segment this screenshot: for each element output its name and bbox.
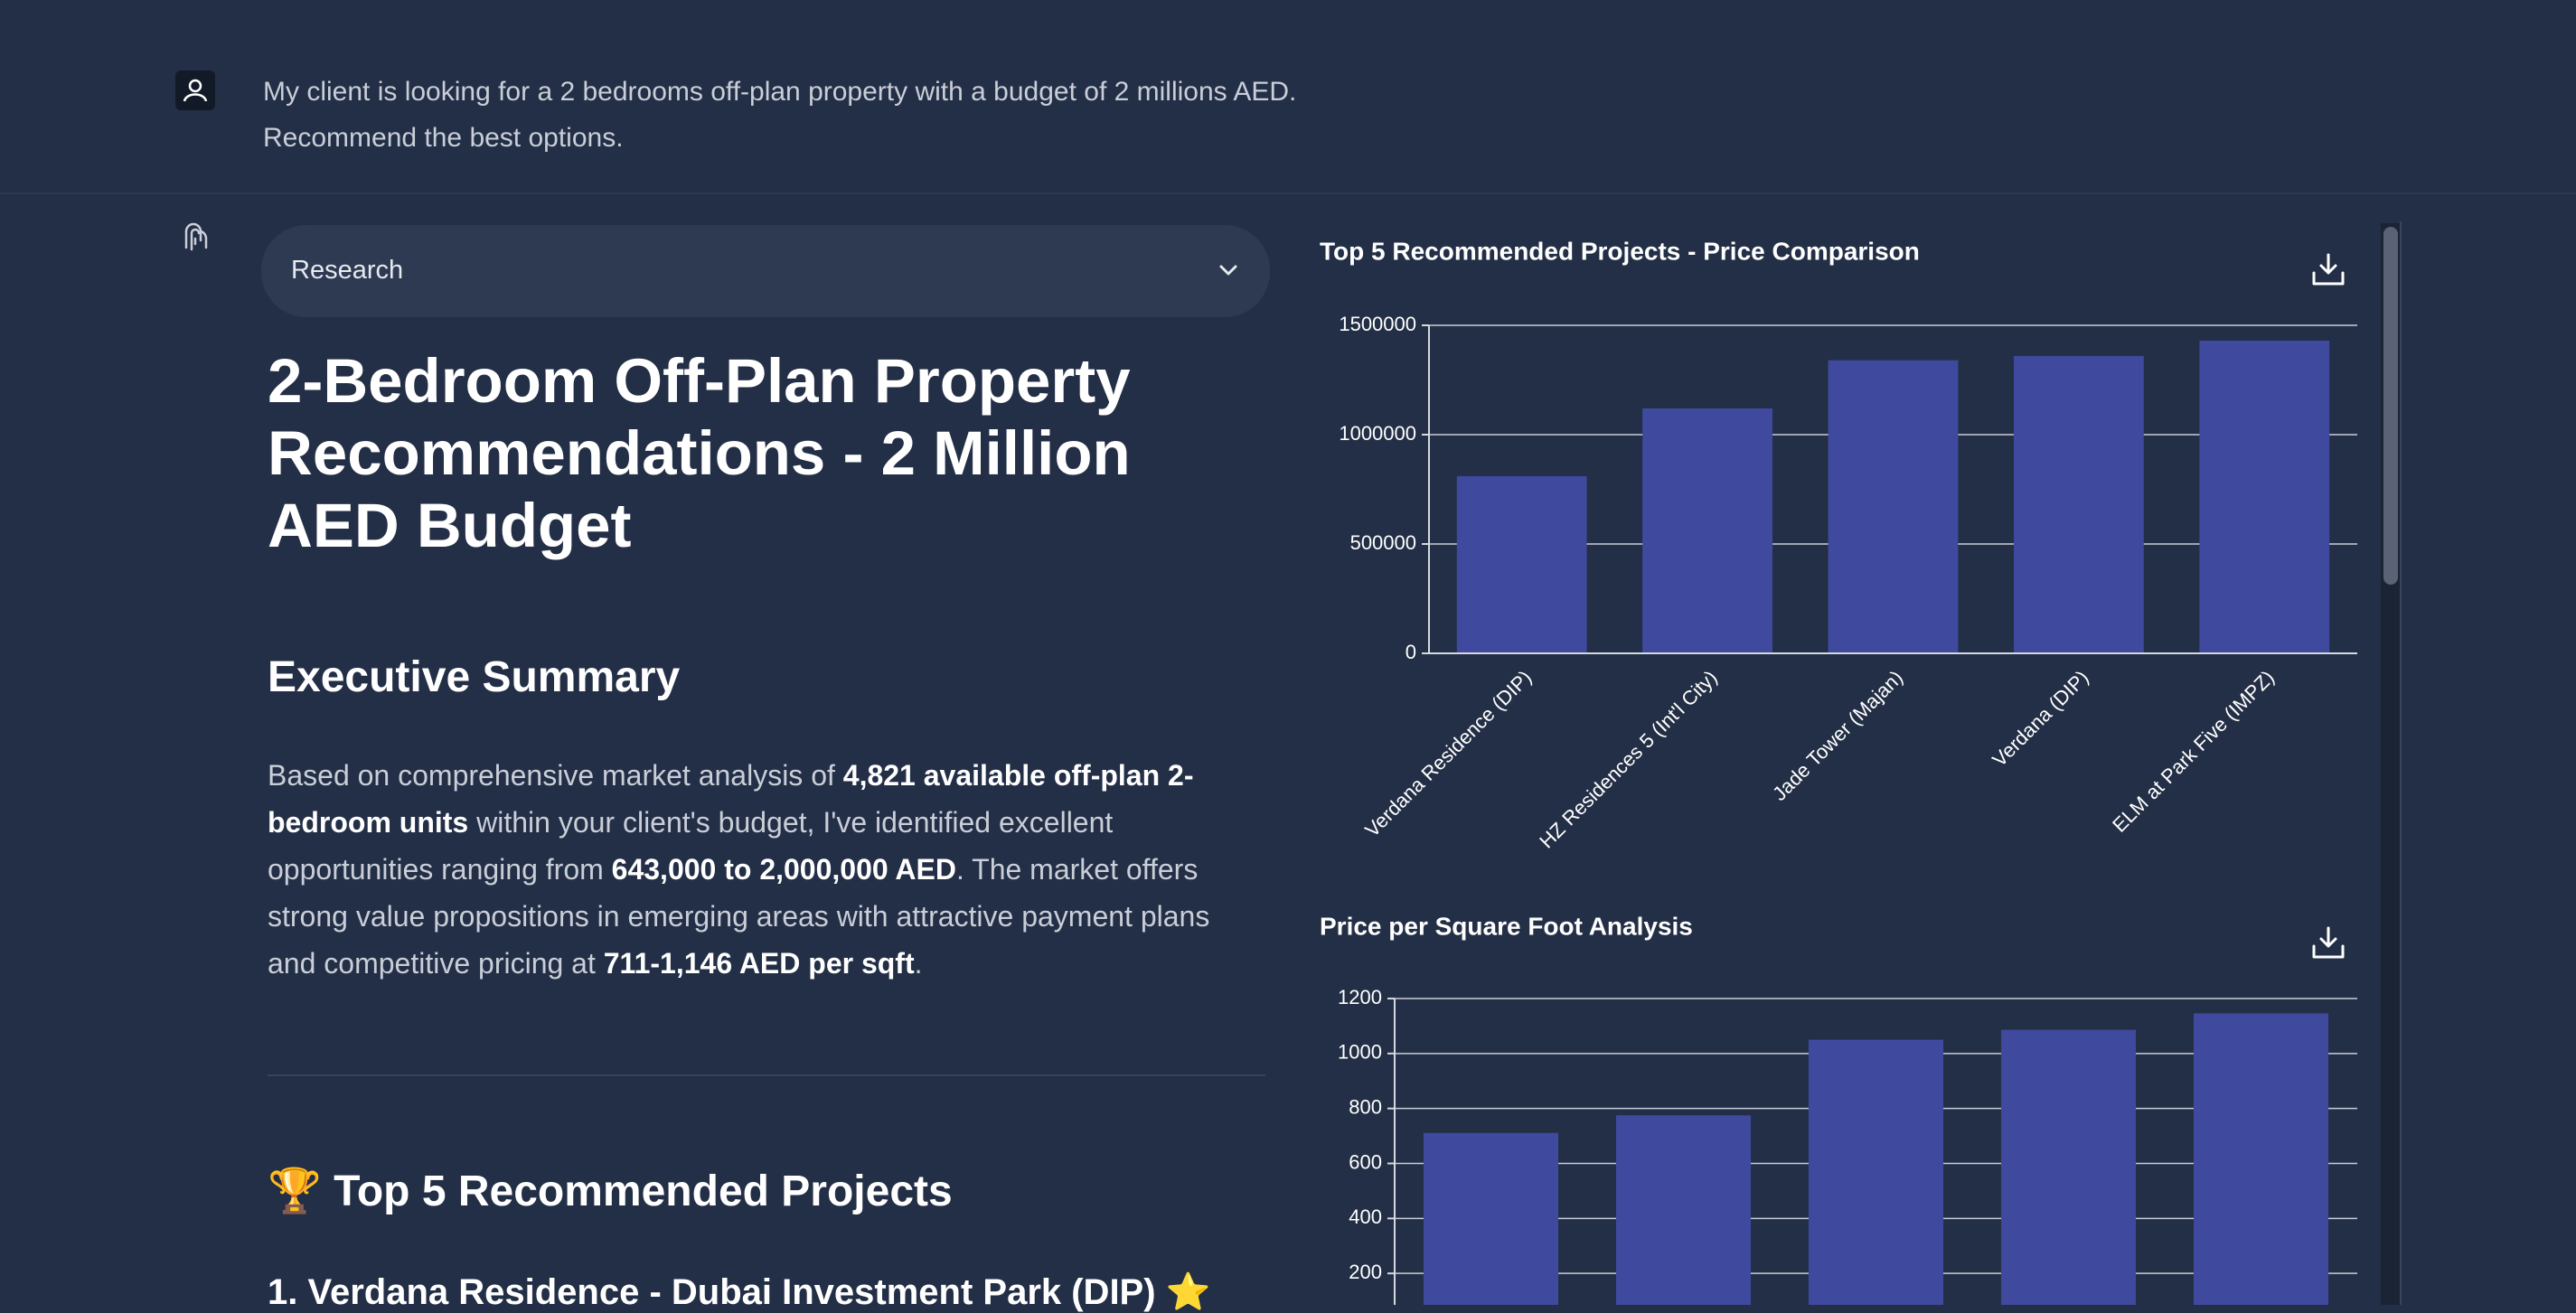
x-tick-label: Verdana Residence (DIP): [1360, 666, 1536, 841]
bar: [2014, 355, 2144, 653]
y-tick-label: 1500000: [1339, 313, 1416, 335]
bar: [1828, 360, 1959, 653]
x-tick-label: ELM at Park Five (IMPZ): [2108, 666, 2279, 837]
download-button[interactable]: [2312, 253, 2345, 286]
research-label: Research: [291, 256, 404, 285]
y-tick-label: 200: [1349, 1261, 1382, 1283]
y-tick-label: 1000: [1338, 1041, 1382, 1064]
y-tick-label: 1000000: [1339, 422, 1416, 445]
user-avatar: [175, 70, 215, 110]
text: within your client's budget, I've identi…: [268, 806, 1114, 886]
x-tick-label: HZ Residences 5 (Int'l City): [1535, 666, 1722, 853]
bold-text: 643,000 to 2,000,000 AED: [611, 853, 956, 886]
bold-text: 4,821 available off-plan 2-bedroom units: [268, 759, 1194, 839]
text: . The market offers strong value proposi…: [268, 853, 1210, 980]
text: .: [914, 947, 923, 980]
bar: [1615, 1115, 1752, 1305]
y-tick-label: 500000: [1350, 531, 1416, 554]
bar: [2193, 1013, 2329, 1305]
bar: [2000, 1029, 2137, 1305]
bar: [1808, 1039, 1944, 1305]
x-tick-label: Verdana (DIP): [1988, 666, 2092, 771]
x-tick-label: Jade Tower (Majan): [1768, 666, 1907, 805]
separator: [0, 192, 2576, 194]
section-heading: Executive Summary: [268, 653, 681, 701]
scrollbar-thumb[interactable]: [2383, 227, 2398, 585]
research-toggle[interactable]: Research: [261, 225, 1270, 317]
chart-title: Price per Square Foot Analysis: [1320, 912, 1693, 940]
y-tick-label: 800: [1349, 1095, 1382, 1118]
y-tick-label: 0: [1406, 641, 1416, 663]
bar: [1423, 1132, 1559, 1305]
divider: [268, 1074, 1265, 1076]
y-tick-label: 400: [1349, 1205, 1382, 1228]
chevron-icon: [1219, 265, 1237, 276]
download-button[interactable]: [2312, 926, 2345, 959]
bold-text: 711-1,146 AED per sqft: [603, 947, 915, 980]
summary-paragraph: Based on comprehensive market analysis o…: [268, 752, 1226, 987]
y-tick-label: 1200: [1338, 986, 1382, 1008]
assistant-logo: [184, 222, 208, 251]
bar: [2199, 340, 2330, 653]
chart-title: Top 5 Recommended Projects - Price Compa…: [1320, 237, 1920, 265]
report-title: 2-Bedroom Off-Plan Property Recommendati…: [268, 346, 1131, 560]
text: Based on comprehensive market analysis o…: [268, 759, 843, 792]
section-heading: 🏆 Top 5 Recommended Projects: [268, 1168, 953, 1215]
y-tick-label: 600: [1349, 1150, 1382, 1173]
user-message: My client is looking for a 2 bedrooms of…: [263, 77, 1297, 153]
bar: [1456, 475, 1587, 653]
bar: [1642, 408, 1772, 653]
